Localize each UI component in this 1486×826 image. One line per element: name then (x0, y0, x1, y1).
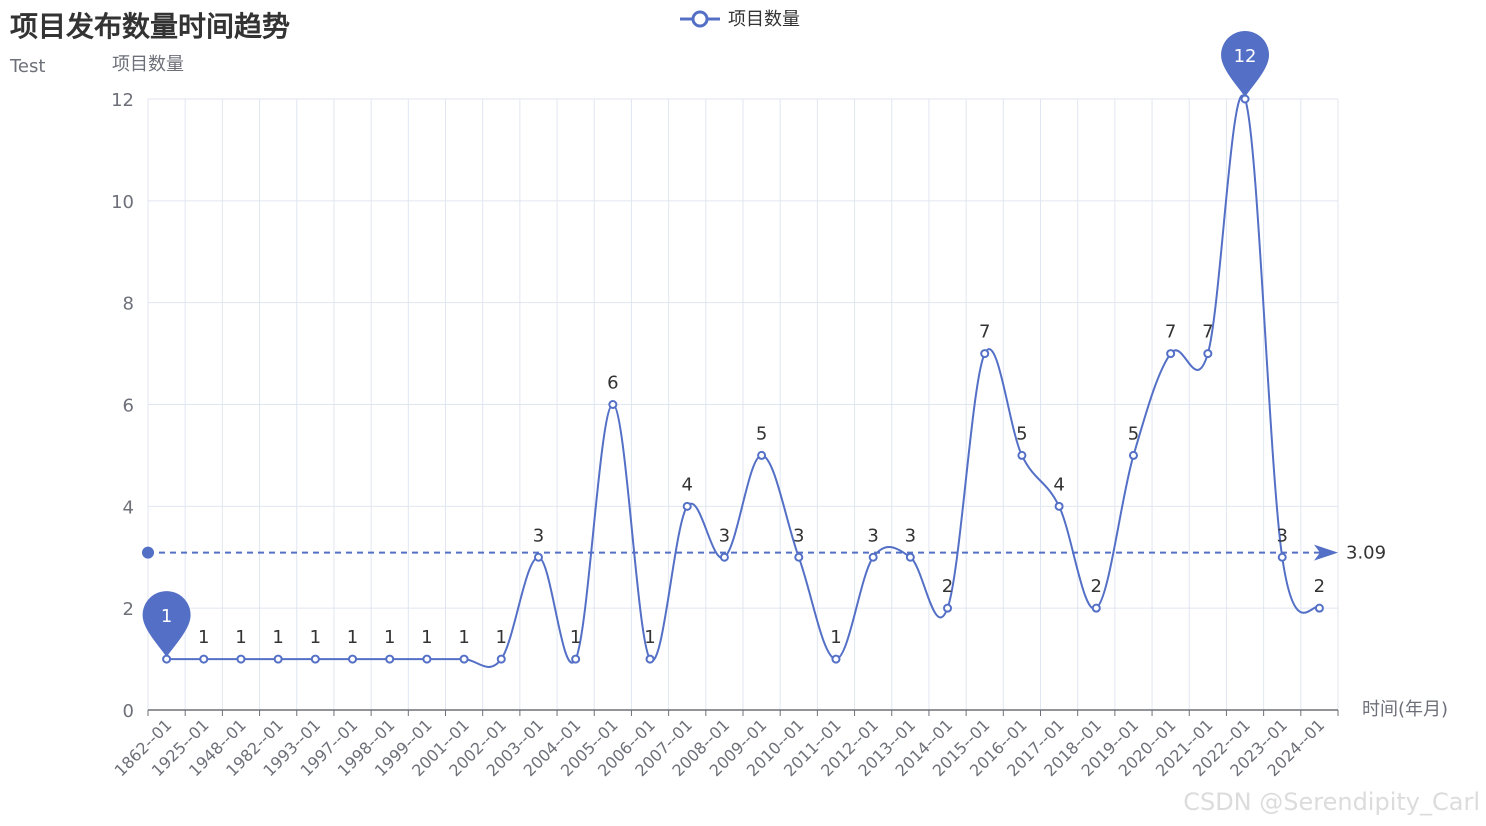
data-point (273, 654, 283, 664)
average-value-label: 3.09 (1346, 543, 1386, 564)
data-point (645, 654, 655, 664)
data-label: 3 (867, 525, 878, 546)
data-label: 1 (235, 627, 246, 648)
data-point (757, 450, 767, 460)
data-label: 4 (1053, 474, 1064, 495)
y-tick-label: 4 (123, 497, 134, 518)
data-label: 1 (644, 627, 655, 648)
y-tick-label: 12 (111, 90, 134, 111)
grid-lines (147, 98, 1339, 710)
data-point (794, 552, 804, 562)
average-line: 3.09 (142, 543, 1386, 564)
data-label: 3 (905, 525, 916, 546)
data-point (1091, 603, 1101, 613)
data-label: 1 (198, 627, 209, 648)
data-label: 2 (942, 576, 953, 597)
data-point (571, 654, 581, 664)
data-label: 3 (719, 525, 730, 546)
min-pin-label: 1 (161, 606, 172, 627)
data-point (310, 654, 320, 664)
data-point (905, 552, 915, 562)
data-label: 6 (607, 373, 618, 394)
data-label: 4 (681, 474, 692, 495)
y-axis-name: 项目数量 (112, 54, 184, 75)
data-point (719, 552, 729, 562)
data-points (162, 94, 1324, 664)
data-label: 5 (756, 423, 767, 444)
chart-title: 项目发布数量时间趋势 (10, 10, 290, 43)
data-point (682, 501, 692, 511)
data-point (533, 552, 543, 562)
y-tick-label: 2 (123, 599, 134, 620)
data-point (459, 654, 469, 664)
data-label: 7 (1202, 322, 1213, 343)
data-point (1128, 450, 1138, 460)
data-label: 7 (1165, 322, 1176, 343)
tick-labels: 0246810121862--011925--011948--011982--0… (111, 90, 1329, 780)
y-tick-label: 0 (123, 701, 134, 722)
data-labels: 1 1 1 1 1 1 1 1 1 3 1 6 1 4 3 5 3 1 3 3 2 7 5 4 2 5 7 7 3 2 (198, 322, 1325, 648)
data-label: 1 (570, 627, 581, 648)
min-pin-icon (142, 591, 191, 658)
data-point (1314, 603, 1324, 613)
mark-points: 112 (142, 31, 1270, 658)
legend-label: 项目数量 (728, 9, 800, 30)
data-label: 1 (310, 627, 321, 648)
data-label: 1 (272, 627, 283, 648)
data-point (236, 654, 246, 664)
data-label: 5 (1128, 423, 1139, 444)
data-point (385, 654, 395, 664)
data-point (199, 654, 209, 664)
data-label: 1 (384, 627, 395, 648)
data-label: 1 (347, 627, 358, 648)
data-point (1277, 552, 1287, 562)
data-point (1166, 349, 1176, 359)
data-point (608, 400, 618, 409)
average-arrow-icon (1314, 544, 1338, 561)
max-pin-icon (1221, 31, 1270, 98)
data-label: 3 (793, 525, 804, 546)
data-point (422, 654, 432, 664)
x-axis-name: 时间(年月) (1362, 699, 1448, 720)
legend[interactable]: 项目数量 (680, 9, 800, 30)
y-tick-label: 10 (111, 192, 134, 213)
y-tick-label: 6 (123, 396, 134, 417)
axes (147, 709, 1339, 716)
watermark: CSDN @Serendipity_Carl (1183, 788, 1480, 816)
data-point (1203, 349, 1213, 359)
data-point (1054, 501, 1064, 511)
data-label: 7 (979, 322, 990, 343)
data-label: 1 (421, 627, 432, 648)
chart-subtitle: Test (9, 56, 45, 77)
data-label: 2 (1091, 576, 1102, 597)
data-point (980, 349, 990, 359)
data-label: 1 (458, 627, 469, 648)
legend-marker-icon (691, 10, 709, 28)
data-label: 1 (496, 627, 507, 648)
data-point (1017, 450, 1027, 460)
data-label: 2 (1314, 576, 1325, 597)
data-label: 1 (830, 627, 841, 648)
y-tick-label: 8 (123, 294, 134, 315)
data-point (831, 654, 841, 664)
data-label: 5 (1016, 423, 1027, 444)
max-pin-label: 12 (1234, 46, 1257, 67)
data-point (496, 654, 506, 664)
data-point (348, 654, 358, 664)
data-point (943, 603, 953, 613)
data-label: 3 (1276, 525, 1287, 546)
data-point (868, 552, 878, 562)
data-label: 3 (533, 525, 544, 546)
